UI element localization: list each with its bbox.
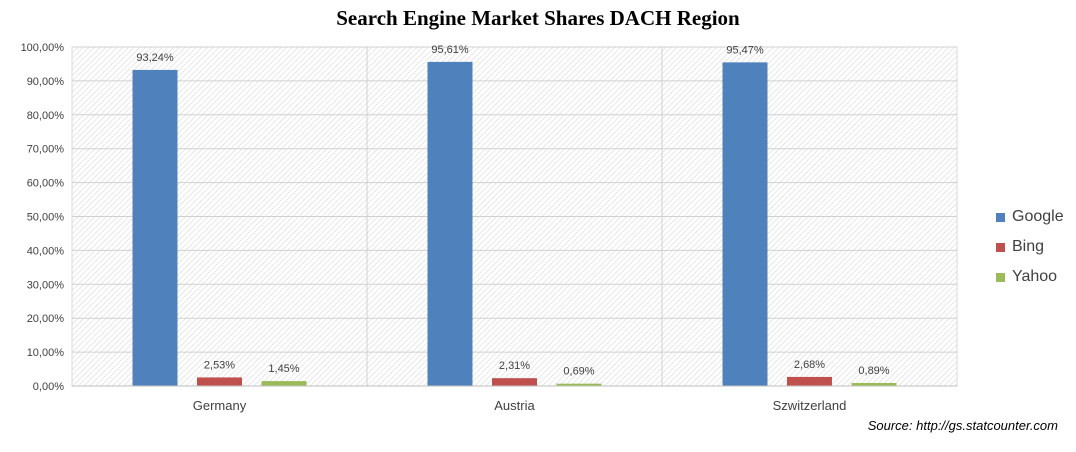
bar-google (132, 69, 178, 387)
y-tick-label: 30,00% (27, 279, 65, 291)
legend-item-google: Google (996, 202, 1064, 232)
legend-swatch (996, 242, 1005, 252)
source-note: Source: http://gs.statcounter.com (867, 418, 1058, 433)
y-tick-label: 0,00% (33, 381, 64, 393)
chart-legend: Google Bing Yahoo (996, 202, 1064, 292)
data-label: 2,68% (794, 359, 825, 371)
legend-label: Google (1012, 208, 1064, 225)
legend-item-yahoo: Yahoo (996, 262, 1064, 292)
y-tick-label: 60,00% (27, 178, 65, 190)
data-label: 93,24% (136, 52, 174, 64)
y-tick-label: 70,00% (27, 144, 65, 156)
data-label: 0,69% (563, 366, 594, 378)
data-label: 2,31% (499, 360, 530, 372)
data-label: 95,47% (726, 44, 764, 56)
x-tick-label: Germany (193, 398, 247, 413)
y-tick-label: 100,00% (21, 42, 65, 54)
x-tick-label: Szwitzerland (773, 398, 847, 413)
y-tick-label: 20,00% (27, 313, 65, 325)
y-tick-label: 80,00% (27, 110, 65, 122)
legend-swatch (996, 212, 1005, 222)
legend-item-bing: Bing (996, 232, 1064, 262)
chart-title: Search Engine Market Shares DACH Region (336, 6, 740, 30)
bar-google (722, 62, 768, 387)
y-tick-label: 10,00% (27, 347, 65, 359)
data-label: 2,53% (204, 359, 235, 371)
bar-yahoo (261, 381, 307, 386)
x-tick-label: Austria (494, 398, 535, 413)
legend-label: Yahoo (1012, 268, 1058, 285)
legend-label: Bing (1012, 238, 1045, 255)
data-label: 95,61% (431, 44, 469, 56)
bar-bing (492, 378, 537, 386)
legend-swatch (996, 272, 1005, 282)
bar-yahoo (556, 383, 602, 386)
y-tick-label: 50,00% (27, 212, 65, 224)
data-label: 0,89% (858, 365, 889, 377)
bar-bing (197, 377, 242, 386)
data-label: 1,45% (268, 363, 299, 375)
y-tick-label: 40,00% (27, 245, 65, 257)
y-tick-label: 90,00% (27, 76, 65, 88)
bar-bing (787, 376, 832, 386)
bar-yahoo (851, 382, 897, 386)
bar-google (427, 61, 473, 386)
